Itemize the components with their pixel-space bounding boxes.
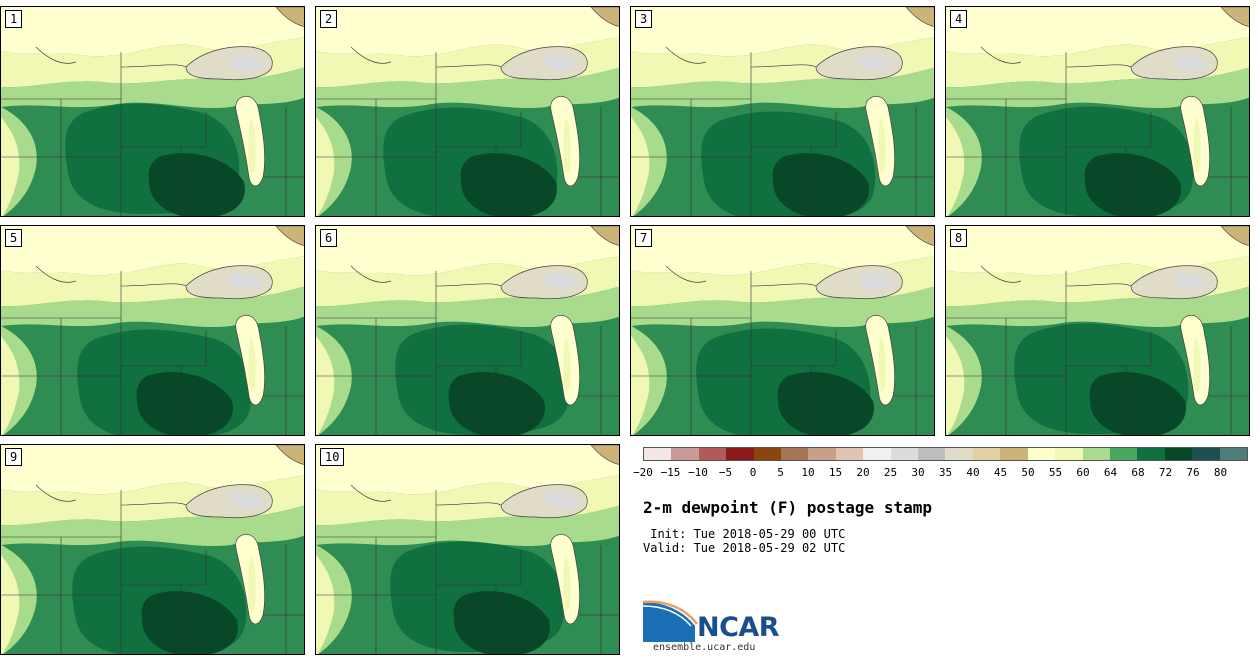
map-panel-8: 8 [945,225,1250,436]
panel-number-label: 4 [950,10,968,28]
dewpoint-map [631,226,934,435]
panel-number-label: 1 [5,10,23,28]
colorbar-swatch [671,448,699,460]
panel-number-label: 7 [635,229,653,247]
colorbar-swatch [863,448,891,460]
panel-number-label: 6 [320,229,338,247]
colorbar [643,447,1248,461]
colorbar-tick-label: 55 [1048,466,1063,479]
dewpoint-map [631,7,934,216]
colorbar-swatch [945,448,973,460]
colorbar-swatch [644,448,672,460]
map-panel-6: 6 [315,225,620,436]
colorbar-swatch [890,448,919,460]
colorbar-swatch [726,448,754,460]
figure-title: 2-m dewpoint (F) postage stamp [643,498,932,517]
map-panel-1: 1 [0,6,305,217]
colorbar-tick-label: 64 [1103,466,1118,479]
map-panel-7: 7 [630,225,935,436]
colorbar-swatch [835,448,864,460]
logo-url: ensemble.ucar.edu [653,642,756,653]
panel-number-label: 5 [5,229,23,247]
colorbar-swatch [781,448,809,460]
map-panel-9: 9 [0,444,305,655]
valid-time: Valid: Tue 2018-05-29 02 UTC [643,541,846,555]
colorbar-tick-label: 68 [1131,466,1145,479]
colorbar-swatch [1055,448,1083,460]
colorbar-swatch [1164,448,1193,460]
colorbar-swatch [1137,448,1165,460]
colorbar-swatch [698,448,727,460]
colorbar-tick-label: −10 [688,466,708,479]
colorbar-tick-label: 80 [1213,466,1228,479]
dewpoint-map [316,7,619,216]
colorbar-tick-label: 45 [993,466,1008,479]
colorbar-tick-label: −20 [633,466,653,479]
colorbar-swatch [1027,448,1056,460]
colorbar-tick-label: 20 [856,466,870,479]
map-panel-5: 5 [0,225,305,436]
colorbar-ticks: −20 −15 −10 −5 0 5 10 15 20 25 30 35 40 45 50 55 60 64 68 7… [633,466,1248,480]
colorbar-tick-label: 5 [777,466,784,479]
ncar-logo-text: NCAR [697,612,780,643]
colorbar-tick-label: −5 [718,466,733,479]
colorbar-swatch [1000,448,1028,460]
colorbar-tick-label: −15 [660,466,681,479]
colorbar-swatch [972,448,1001,460]
colorbar-tick-label: 60 [1076,466,1090,479]
map-panel-4: 4 [945,6,1250,217]
panel-number-label: 10 [320,448,345,466]
colorbar-tick-label: 25 [883,466,898,479]
ncar-logo-icon [643,600,698,642]
colorbar-tick-label: 0 [749,466,757,479]
colorbar-swatch [1219,448,1247,460]
colorbar-tick-label: 10 [801,466,815,479]
colorbar-swatch [808,448,836,460]
colorbar-tick-label: 76 [1186,466,1200,479]
dewpoint-map [946,7,1249,216]
panel-number-label: 3 [635,10,653,28]
colorbar-swatch [1082,448,1110,460]
map-panel-2: 2 [315,6,620,217]
map-panel-3: 3 [630,6,935,217]
colorbar-tick-label: 50 [1021,466,1035,479]
colorbar-swatch [918,448,946,460]
colorbar-tick-label: 30 [911,466,925,479]
colorbar-tick-label: 15 [828,466,843,479]
dewpoint-map [316,226,619,435]
dewpoint-map [1,226,304,435]
dewpoint-map [316,445,619,654]
dewpoint-map [1,445,304,654]
colorbar-tick-label: 72 [1158,466,1173,479]
panel-number-label: 9 [5,448,23,466]
colorbar-swatch [1192,448,1220,460]
map-panel-10: 10 [315,444,620,655]
colorbar-swatch [1109,448,1138,460]
dewpoint-map [1,7,304,216]
dewpoint-map [946,226,1249,435]
colorbar-swatch [753,448,782,460]
colorbar-tick-label: 40 [966,466,980,479]
panel-number-label: 8 [950,229,968,247]
init-time: Init: Tue 2018-05-29 00 UTC [643,527,846,541]
colorbar-tick-label: 35 [938,466,953,479]
panel-number-label: 2 [320,10,338,28]
